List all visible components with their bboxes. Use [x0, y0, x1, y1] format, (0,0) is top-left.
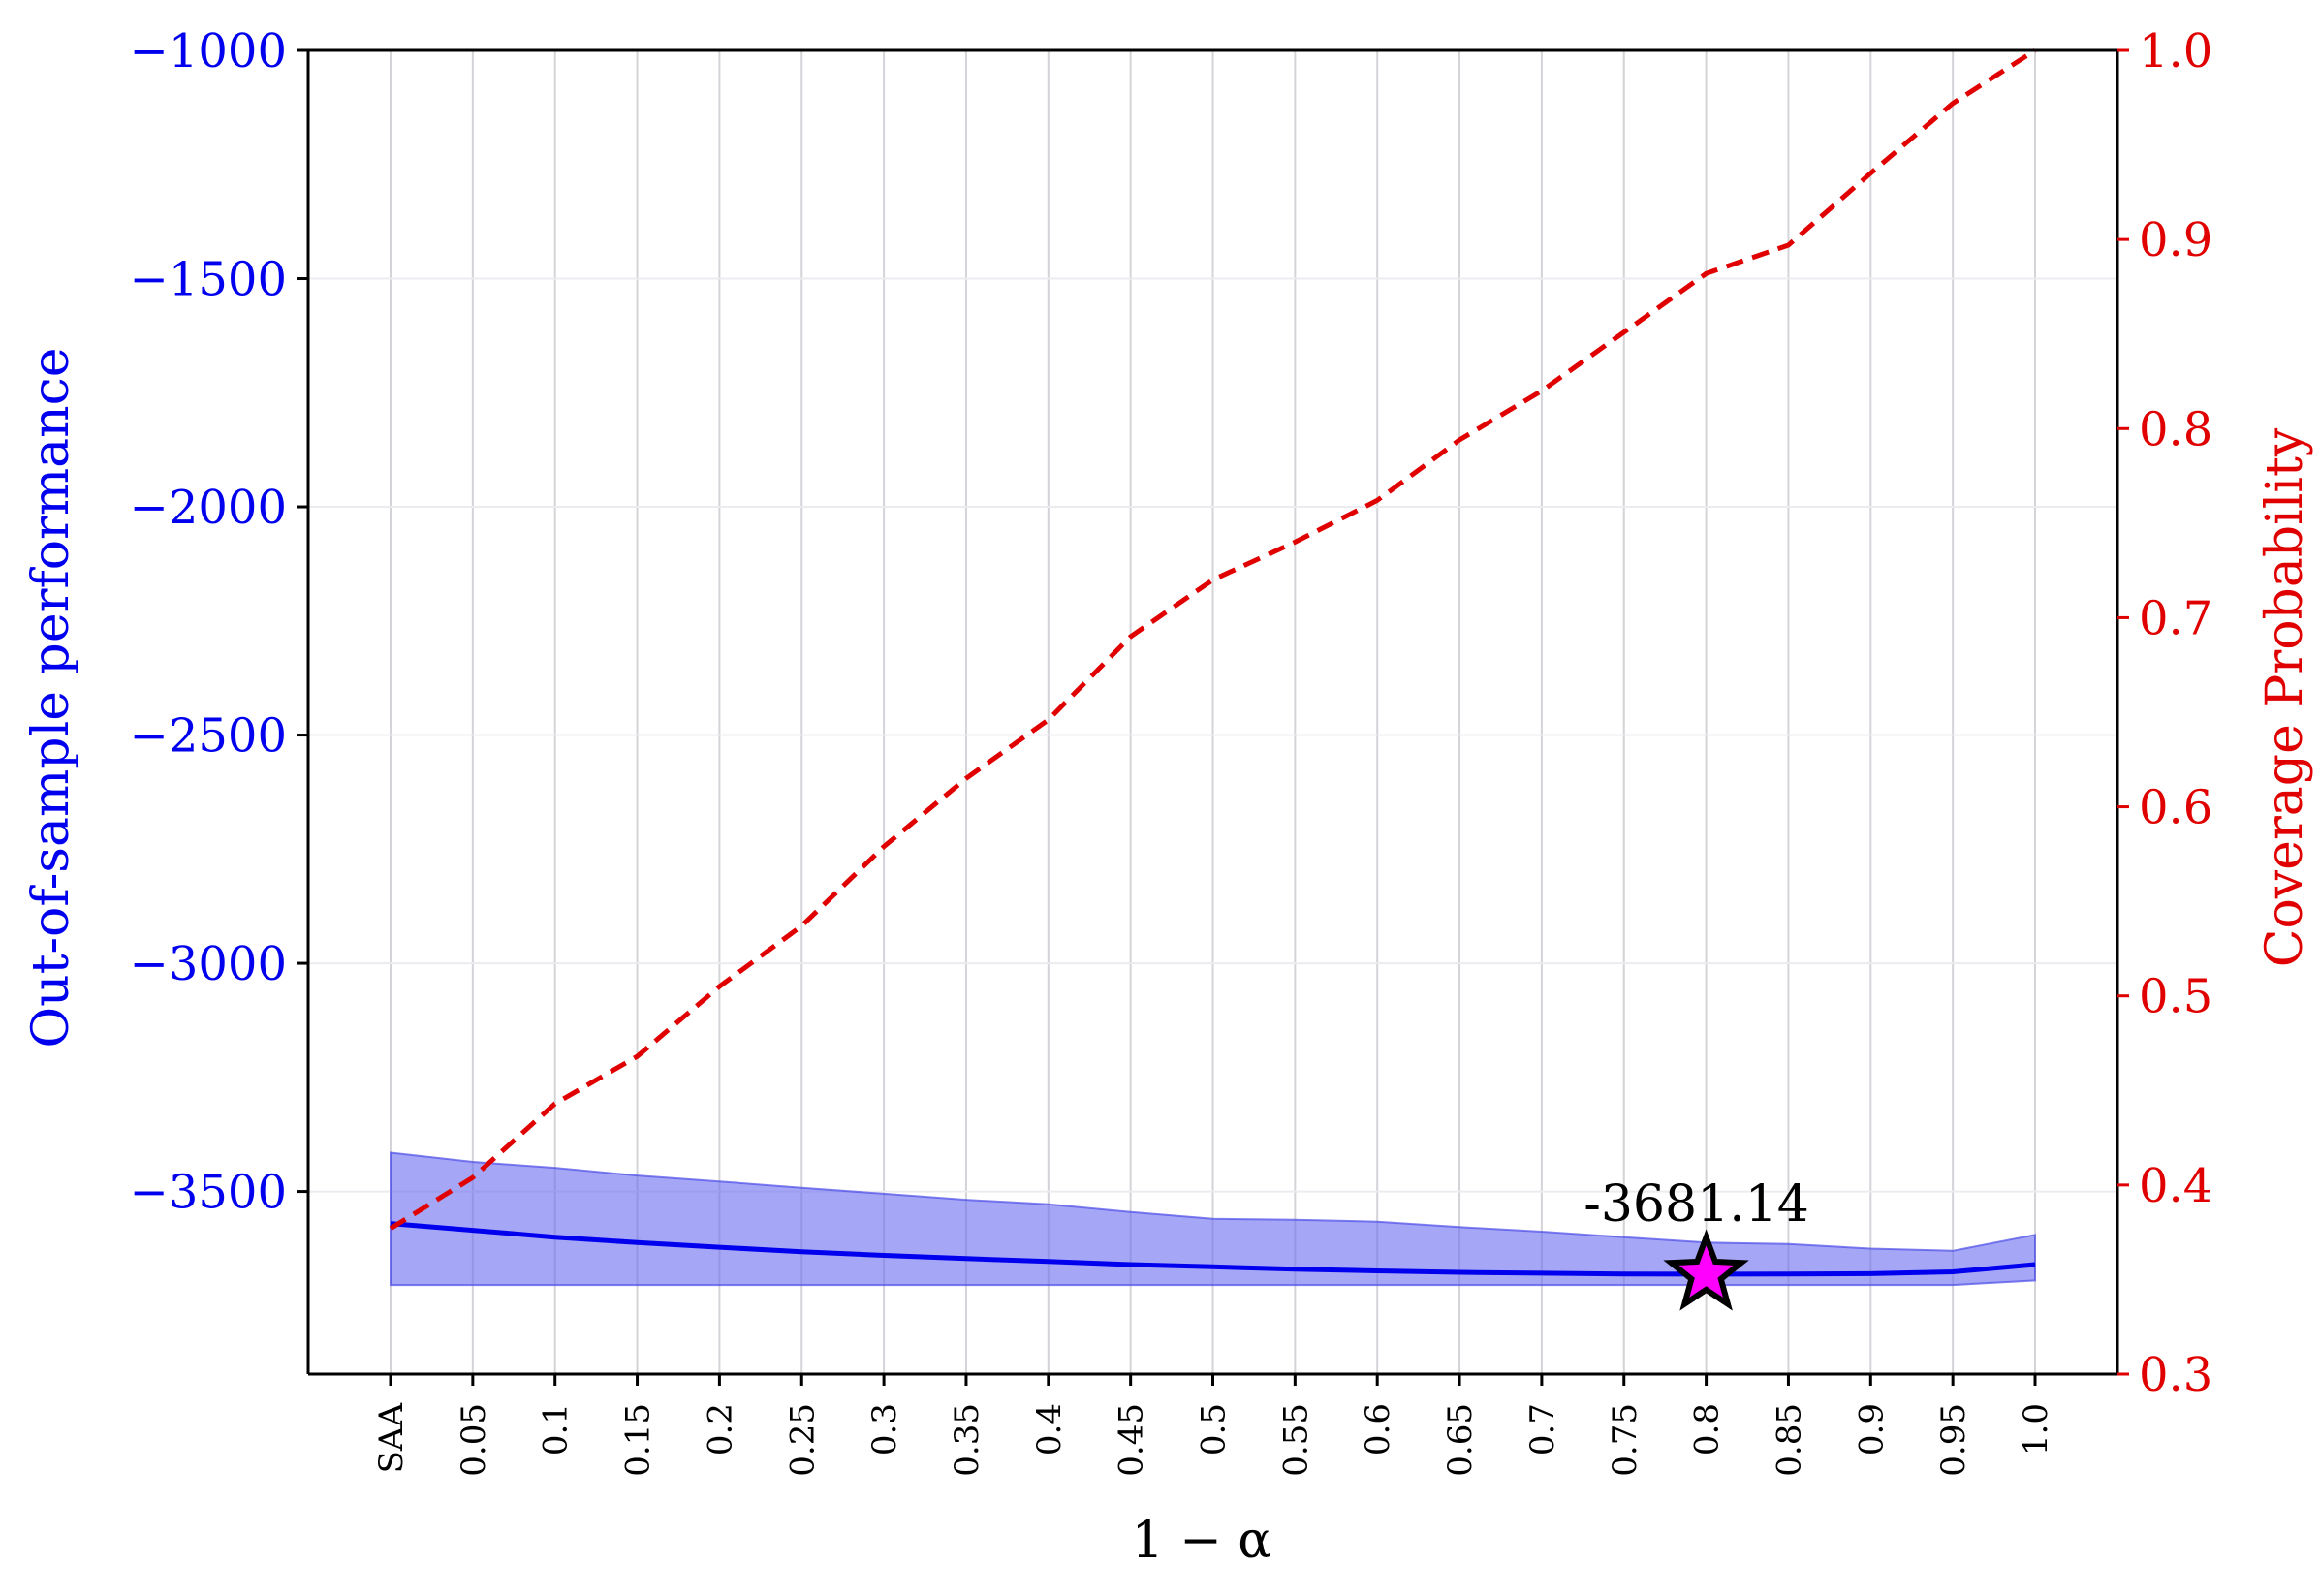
tick-label-x: 0.25 — [783, 1403, 822, 1477]
tick-label-x: 0.3 — [865, 1403, 904, 1455]
annotations: -3681.14 — [1583, 1175, 1809, 1311]
tick-label-right: 0.6 — [2139, 781, 2212, 835]
annotation-star-marker — [1663, 1229, 1749, 1311]
tick-label-left: −2000 — [130, 481, 287, 535]
tick-label-x: 0.8 — [1688, 1403, 1727, 1455]
tick-label-x: 0.35 — [948, 1403, 987, 1477]
tick-label-left: −1500 — [130, 253, 287, 307]
tick-label-left: −1000 — [130, 24, 287, 78]
tick-label-left: −2500 — [130, 709, 287, 764]
tick-label-x: 0.7 — [1523, 1403, 1562, 1455]
tick-label-x: 0.85 — [1770, 1403, 1808, 1477]
tick-label-right: 0.7 — [2139, 591, 2212, 645]
tick-label-right: 0.4 — [2139, 1159, 2212, 1213]
tick-label-right: 0.3 — [2139, 1348, 2212, 1402]
y-axis-label-right: Coverage Probability — [2256, 427, 2314, 967]
tick-label-right: 0.8 — [2139, 402, 2212, 456]
tick-label-x: 0.4 — [1030, 1403, 1069, 1455]
tick-label-x: SAA — [372, 1403, 411, 1474]
tick-label-x: 0.6 — [1359, 1403, 1397, 1455]
tick-label-x: 0.65 — [1441, 1403, 1480, 1477]
series-line-performance — [390, 1221, 2036, 1277]
tick-label-x: 0.2 — [701, 1403, 739, 1455]
ticks: −1000 −1500 −2000 −2500 −3000 −3500 0.3 0.4 0.5 0… — [130, 24, 2213, 1477]
tick-label-x: 0.1 — [537, 1403, 576, 1455]
tick-label-x: 0.5 — [1195, 1403, 1234, 1455]
tick-label-left: −3000 — [130, 937, 287, 991]
series-line-coverage — [389, 47, 2037, 1231]
tick-label-x: 0.05 — [455, 1403, 493, 1477]
tick-label-right: 0.5 — [2139, 970, 2212, 1024]
tick-label-left: −3500 — [130, 1166, 287, 1220]
tick-label-x: 0.75 — [1606, 1403, 1645, 1477]
tick-label-right: 1.0 — [2139, 24, 2212, 78]
y-axis-label-left: Out-of-sample performance — [22, 347, 80, 1048]
tick-label-x: 0.95 — [1934, 1403, 1973, 1477]
tick-label-x: 0.15 — [619, 1403, 658, 1477]
tick-label-x: 1.0 — [2017, 1403, 2055, 1455]
annotation-label: -3681.14 — [1583, 1175, 1809, 1234]
tick-label-x: 0.9 — [1852, 1403, 1891, 1455]
tick-label-x: 0.55 — [1276, 1403, 1315, 1477]
series-lines — [389, 47, 2037, 1277]
x-axis-label: 1 − α — [1132, 1512, 1272, 1570]
tick-label-right: 0.9 — [2139, 213, 2212, 267]
axis-labels: 1 − α Out-of-sample performance Coverage… — [22, 347, 2314, 1570]
tick-label-x: 0.45 — [1113, 1403, 1151, 1477]
